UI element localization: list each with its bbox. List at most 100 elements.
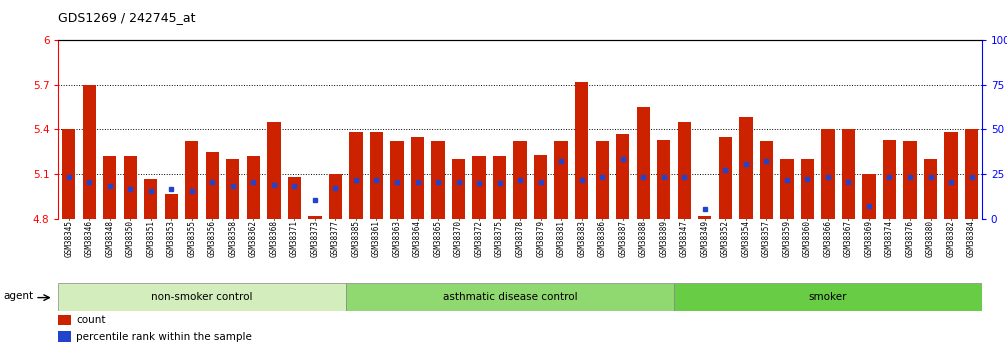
Text: GSM38367: GSM38367	[844, 220, 853, 257]
Text: asthmatic disease control: asthmatic disease control	[442, 292, 577, 302]
Bar	[842, 129, 855, 219]
Text: GSM38354: GSM38354	[741, 220, 750, 257]
Bar	[616, 134, 629, 219]
Text: GSM38359: GSM38359	[782, 220, 792, 257]
Text: GSM38346: GSM38346	[85, 220, 94, 257]
Text: GSM38361: GSM38361	[372, 220, 381, 257]
Text: GSM38373: GSM38373	[310, 220, 319, 257]
Text: GSM38357: GSM38357	[762, 220, 771, 257]
Text: GSM38374: GSM38374	[885, 220, 894, 257]
Text: GSM38358: GSM38358	[229, 220, 238, 257]
Text: GSM38362: GSM38362	[249, 220, 258, 257]
Bar	[595, 141, 609, 219]
Bar	[739, 117, 752, 219]
Bar	[945, 132, 958, 219]
Bar	[822, 129, 835, 219]
Bar	[472, 156, 485, 219]
Bar	[862, 174, 876, 219]
Text: smoker: smoker	[809, 292, 847, 302]
Bar	[58, 283, 345, 311]
Text: GSM38377: GSM38377	[331, 220, 340, 257]
Bar	[575, 81, 588, 219]
Bar	[452, 159, 465, 219]
Bar	[247, 156, 260, 219]
Text: GSM38364: GSM38364	[413, 220, 422, 257]
Bar	[308, 216, 321, 219]
Bar	[345, 283, 674, 311]
Text: GSM38371: GSM38371	[290, 220, 299, 257]
Bar	[514, 141, 527, 219]
Bar	[185, 141, 198, 219]
Bar	[678, 122, 691, 219]
Text: GSM38388: GSM38388	[638, 220, 648, 257]
Text: non-smoker control: non-smoker control	[151, 292, 253, 302]
Text: GSM38355: GSM38355	[187, 220, 196, 257]
Text: GSM38356: GSM38356	[207, 220, 217, 257]
Text: GSM38368: GSM38368	[269, 220, 278, 257]
Text: GSM38376: GSM38376	[905, 220, 914, 257]
Bar	[759, 141, 773, 219]
Text: GSM38353: GSM38353	[167, 220, 176, 257]
Bar	[883, 140, 896, 219]
Text: GSM38384: GSM38384	[967, 220, 976, 257]
Bar	[801, 159, 814, 219]
Text: GSM38379: GSM38379	[536, 220, 545, 257]
Bar	[83, 85, 96, 219]
Text: GSM38366: GSM38366	[824, 220, 833, 257]
Bar	[534, 155, 548, 219]
Text: GSM38348: GSM38348	[105, 220, 114, 257]
Bar	[227, 159, 240, 219]
Text: GSM38345: GSM38345	[64, 220, 74, 257]
Text: GSM38387: GSM38387	[618, 220, 627, 257]
Bar	[267, 122, 281, 219]
Text: GSM38382: GSM38382	[947, 220, 956, 257]
Text: GSM38386: GSM38386	[598, 220, 606, 257]
Bar	[144, 179, 157, 219]
Bar	[205, 152, 219, 219]
Text: percentile rank within the sample: percentile rank within the sample	[77, 332, 252, 342]
Text: GSM38365: GSM38365	[434, 220, 442, 257]
Bar	[698, 216, 712, 219]
Bar	[124, 156, 137, 219]
Text: GSM38380: GSM38380	[926, 220, 936, 257]
Text: GSM38349: GSM38349	[700, 220, 709, 257]
Text: GSM38369: GSM38369	[864, 220, 873, 257]
Text: GSM38372: GSM38372	[474, 220, 483, 257]
Text: GSM38389: GSM38389	[660, 220, 669, 257]
Bar	[965, 129, 978, 219]
Bar	[349, 132, 363, 219]
Text: GSM38363: GSM38363	[393, 220, 402, 257]
Text: GSM38360: GSM38360	[803, 220, 812, 257]
Text: GSM38347: GSM38347	[680, 220, 689, 257]
Bar	[719, 137, 732, 219]
Text: GSM38385: GSM38385	[351, 220, 361, 257]
Text: GSM38350: GSM38350	[126, 220, 135, 257]
Text: GSM38375: GSM38375	[495, 220, 505, 257]
Bar	[58, 332, 70, 342]
Bar	[370, 132, 383, 219]
Text: GSM38383: GSM38383	[577, 220, 586, 257]
Text: GSM38351: GSM38351	[146, 220, 155, 257]
Bar	[492, 156, 507, 219]
Text: GSM38381: GSM38381	[557, 220, 566, 257]
Bar	[328, 174, 342, 219]
Bar	[164, 194, 178, 219]
Bar	[903, 141, 916, 219]
Bar	[555, 141, 568, 219]
Text: agent: agent	[3, 290, 33, 300]
Bar	[636, 107, 650, 219]
Bar	[62, 129, 76, 219]
Text: GSM38352: GSM38352	[721, 220, 730, 257]
Bar	[411, 137, 424, 219]
Bar	[674, 283, 982, 311]
Bar	[58, 315, 70, 325]
Bar	[780, 159, 794, 219]
Text: count: count	[77, 315, 106, 325]
Bar	[288, 177, 301, 219]
Text: GSM38378: GSM38378	[516, 220, 525, 257]
Bar	[923, 159, 938, 219]
Text: GSM38370: GSM38370	[454, 220, 463, 257]
Bar	[103, 156, 117, 219]
Bar	[658, 140, 671, 219]
Bar	[431, 141, 445, 219]
